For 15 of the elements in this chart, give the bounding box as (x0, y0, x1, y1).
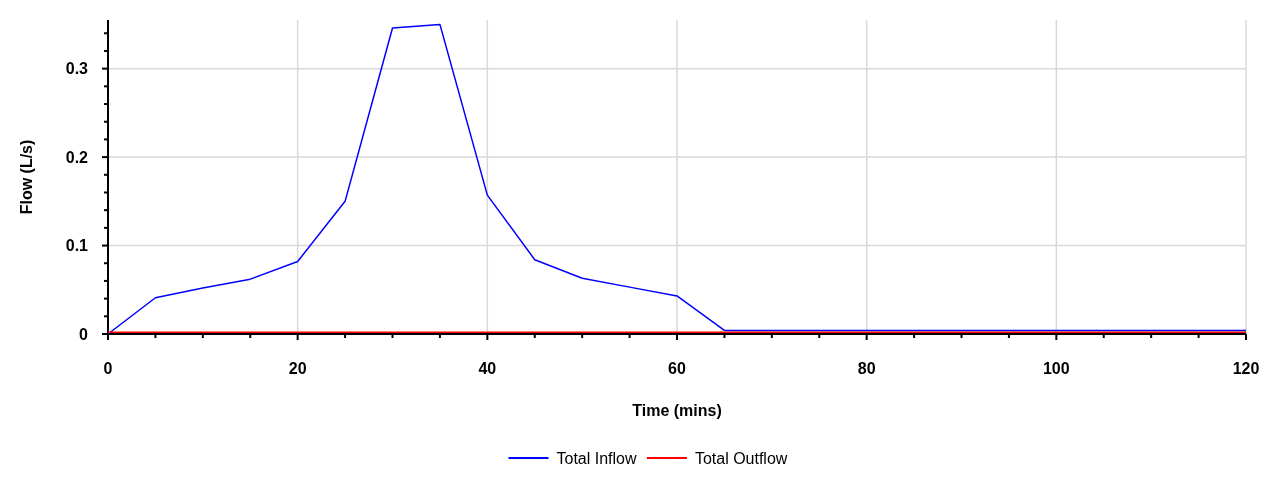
y-tick-label: 0.1 (65, 237, 89, 255)
x-tick-label: 120 (1232, 360, 1260, 377)
x-tick-label: 100 (1042, 360, 1070, 377)
x-tick-label: 60 (668, 360, 686, 377)
x-tick-label: 0 (103, 360, 113, 377)
x-tick-label: 80 (857, 360, 876, 377)
y-axis-title: Flow (L/s) (18, 139, 35, 215)
x-tick-label: 20 (288, 360, 307, 377)
y-tick-label: 0.2 (65, 148, 89, 166)
legend-label: Total Outflow (694, 449, 788, 467)
y-tick-label: 0.3 (65, 60, 89, 78)
x-tick-label: 40 (478, 360, 497, 377)
y-tick-label: 0 (79, 325, 89, 343)
legend-label: Total Inflow (556, 449, 637, 467)
x-axis-title: Time (mins) (632, 402, 722, 419)
